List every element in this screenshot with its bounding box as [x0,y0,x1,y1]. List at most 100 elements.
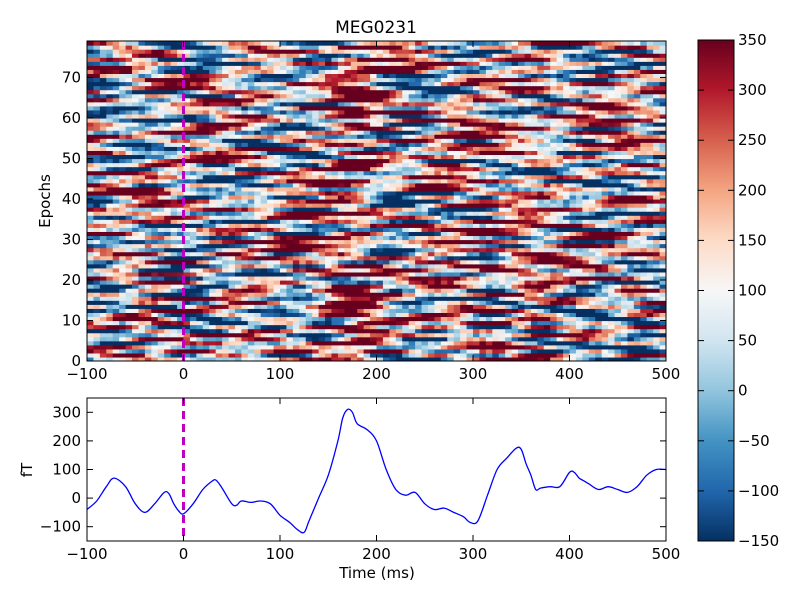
heatmap-cell [563,263,571,269]
heatmap-cell [434,247,442,253]
heatmap-cell [331,211,339,216]
heatmap-cell [505,312,513,318]
heatmap-cell [196,284,204,289]
heatmap-cell [164,312,172,318]
heatmap-cell [157,348,165,354]
heatmap-cell [202,239,210,245]
heatmap-cell [344,312,352,318]
heatmap-cell [498,178,506,184]
heatmap-cell [273,296,281,301]
heatmap-cell [569,223,577,228]
heatmap-cell [125,211,133,216]
heatmap-cell [112,284,120,289]
heatmap-cell [337,142,345,147]
heatmap-cell [659,263,666,269]
heatmap-cell [215,275,223,281]
heatmap-cell [485,292,493,297]
heatmap-cell [228,352,236,358]
heatmap-cell [595,223,603,228]
heatmap-cell [157,267,165,273]
heatmap-cell [646,328,654,334]
heatmap-cell [530,340,538,346]
heatmap-cell [453,186,461,192]
heatmap-cell [453,308,461,313]
heatmap-cell [157,223,165,228]
heatmap-cell [228,166,236,172]
heatmap-cell [132,154,140,160]
heatmap-cell [112,194,120,200]
heatmap-cell [421,308,429,313]
heatmap-cell [453,194,461,200]
heatmap-cell [575,235,583,241]
heatmap-cell [93,332,101,338]
heatmap-cell [601,223,609,228]
heatmap-cell [659,215,666,220]
heatmap-cell [395,243,403,249]
heatmap-cell [112,223,120,228]
heatmap-cell [627,275,635,281]
heatmap-cell [588,312,596,318]
heatmap-cell [518,162,526,168]
heatmap-cell [550,162,558,168]
heatmap-cell [305,271,313,277]
heatmap-cell [93,316,101,322]
heatmap-cell [524,194,532,200]
heatmap-cell [421,336,429,342]
heatmap-cell [125,296,133,301]
heatmap-cell [183,182,191,188]
heatmap-cell [601,275,609,281]
heatmap-cell [215,142,223,147]
heatmap-cell [415,194,423,200]
heatmap-cell [653,162,661,168]
heatmap-cell [241,134,249,139]
heatmap-cell [659,267,666,273]
heatmap-cell [267,158,275,164]
heatmap-cell [408,263,416,269]
heatmap-cell [119,275,127,281]
heatmap-cell [498,211,506,216]
heatmap-cell [620,288,628,293]
heatmap-cell [138,324,146,330]
heatmap-cell [241,304,249,309]
heatmap-cell [563,275,571,281]
heatmap-cell [646,150,654,156]
heatmap-cell [421,292,429,297]
heatmap-cell [659,324,666,330]
heatmap-cell [222,328,230,334]
heatmap-cell [376,223,384,228]
heatmap-cell [273,316,281,322]
heatmap-cell [582,138,590,143]
heatmap-cell [640,138,648,143]
heatmap-cell [376,138,384,143]
heatmap-cell [189,174,197,180]
heatmap-cell [125,150,133,156]
heatmap-cell [157,251,165,257]
heatmap-cell [93,300,101,305]
heatmap-cell [614,356,622,361]
heatmap-cell [447,231,455,237]
heatmap-cell [569,162,577,168]
heatmap-cell [273,284,281,289]
heatmap-cell [473,259,481,265]
heatmap-cell [312,247,320,253]
heatmap-cell [132,182,140,188]
heatmap-cell [376,356,384,361]
heatmap-cell [376,227,384,232]
heatmap-cell [492,316,500,322]
heatmap-cell [376,162,384,168]
heatmap-cell [132,312,140,318]
heatmap-cell [563,198,571,204]
heatmap-cell [183,219,191,224]
heatmap-cell [357,243,365,249]
heatmap-cell [189,332,197,338]
heatmap-cell [183,340,191,346]
heatmap-cell [112,207,120,212]
heatmap-cell [485,275,493,281]
heatmap-cell [209,227,217,232]
heatmap-cell [518,320,526,326]
heatmap-cell [157,340,165,346]
heatmap-cell [325,227,333,232]
heatmap-cell [196,275,204,281]
heatmap-cell [112,146,120,151]
heatmap-cell [254,336,262,342]
